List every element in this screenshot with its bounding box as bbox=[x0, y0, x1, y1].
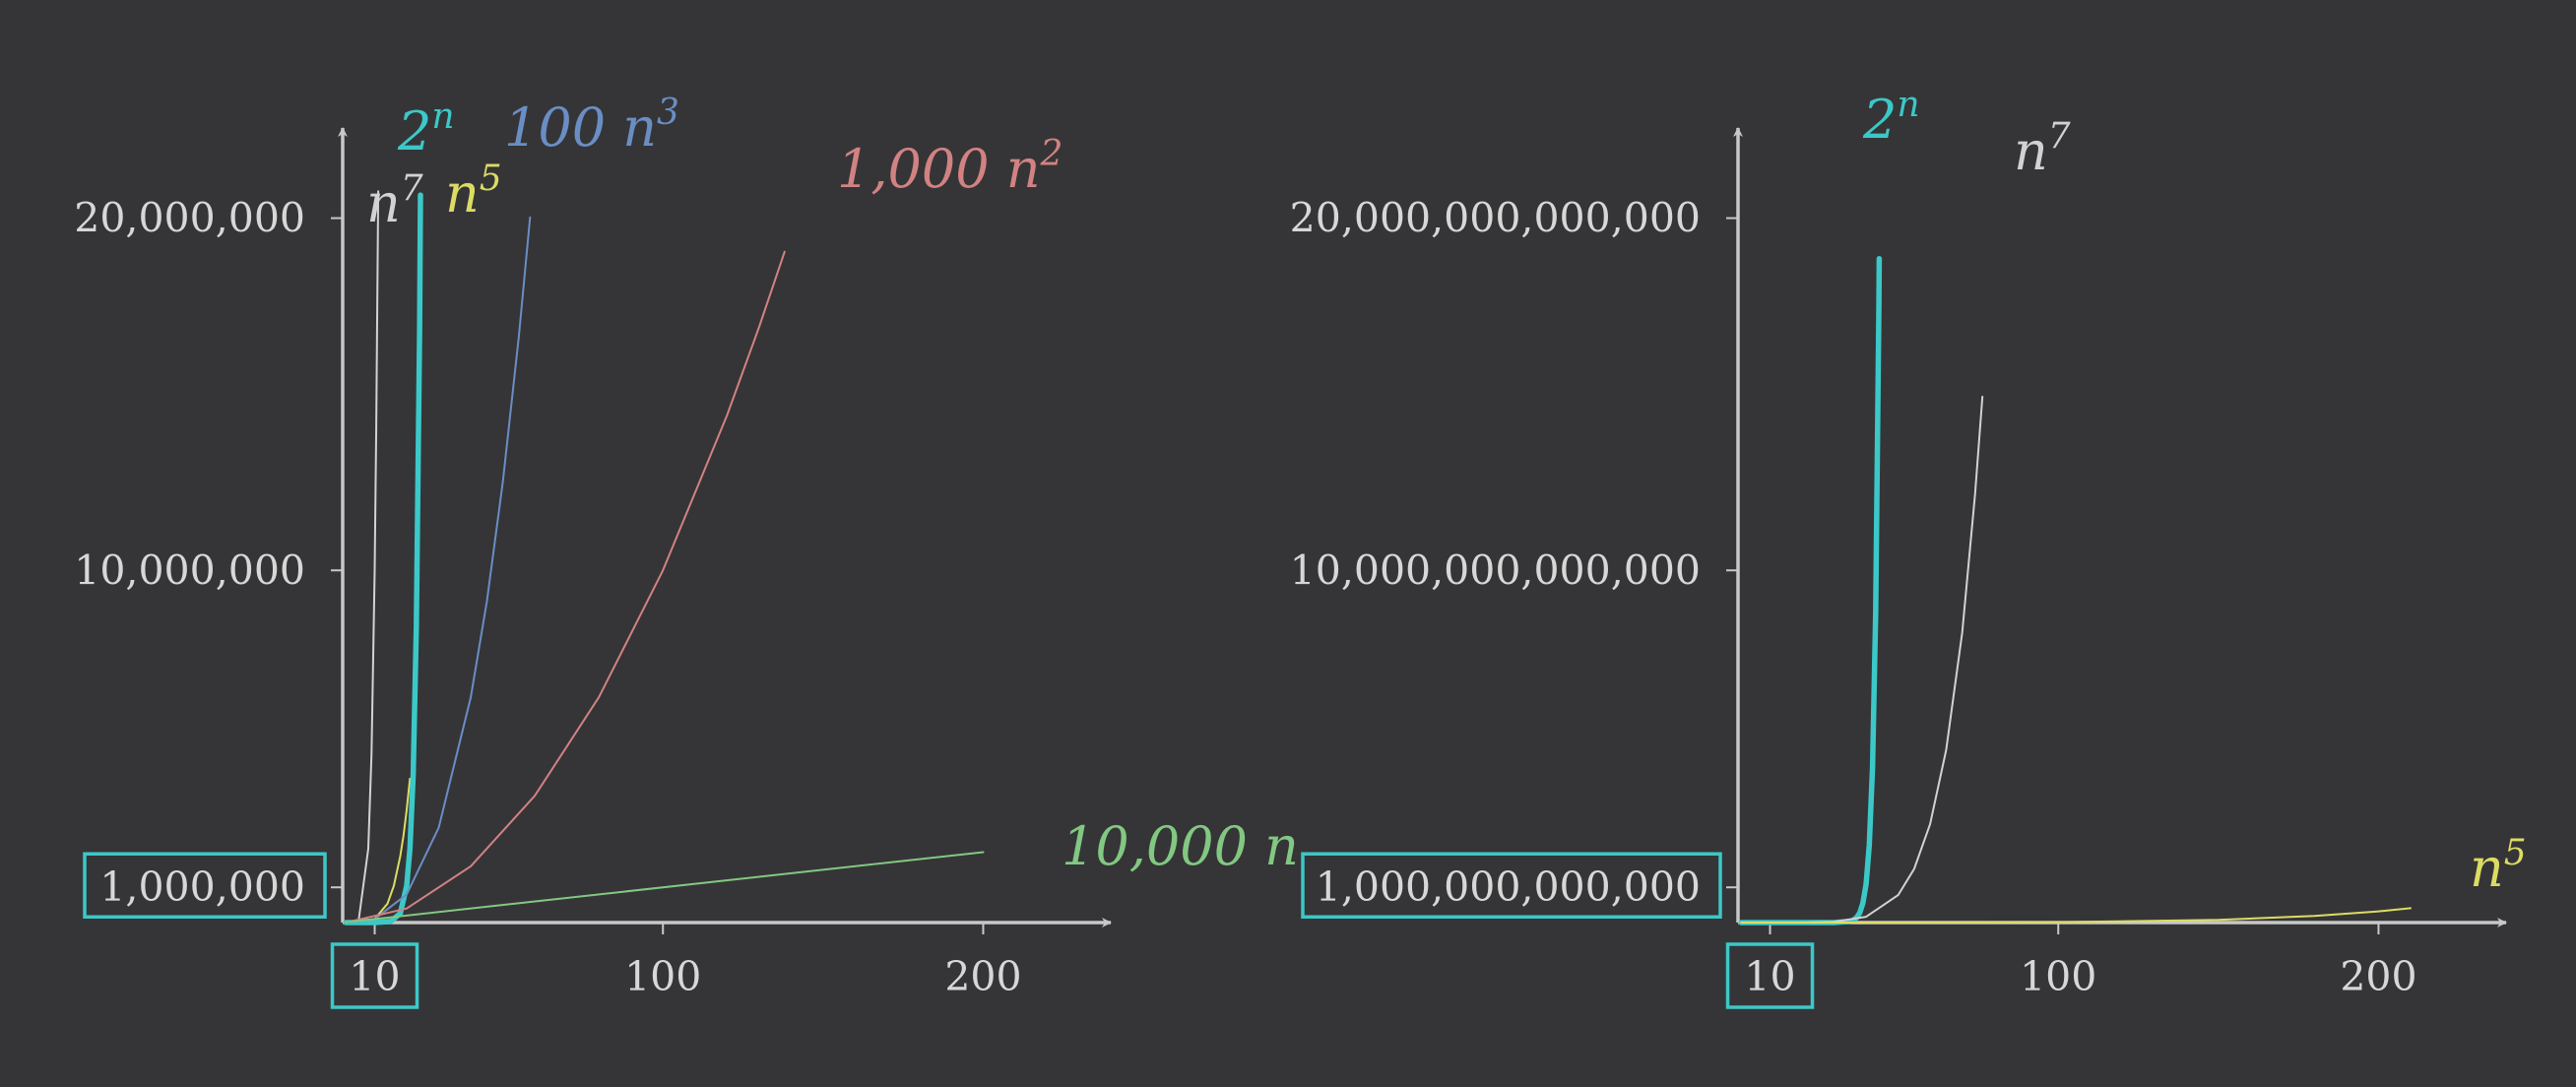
series-label-n-7: n7 bbox=[366, 168, 423, 234]
series-label-10-000-n: 10,000 n bbox=[1062, 815, 1299, 877]
x-tick-label: 100 bbox=[2020, 953, 2096, 1000]
series-label-1-000-n-2: 1,000 n2 bbox=[837, 134, 1063, 200]
series-label-sup: 7 bbox=[2048, 116, 2071, 157]
series-line-100-n-3 bbox=[345, 216, 532, 924]
series-label-2-n: 2n bbox=[397, 96, 455, 162]
series-label-base: n bbox=[2470, 837, 2504, 899]
series-line-n-7 bbox=[345, 190, 380, 924]
series-label-sup: 7 bbox=[401, 168, 423, 209]
series-label-sup: n bbox=[431, 96, 454, 137]
series-label-base: 2 bbox=[1862, 89, 1897, 151]
y-tick-label: 10,000,000,000,000 bbox=[1290, 546, 1701, 594]
series-label-base: n bbox=[366, 172, 401, 234]
series-line-n-7 bbox=[1740, 395, 1984, 924]
x-tick-label: 10 bbox=[349, 953, 400, 1000]
series-label-sup: n bbox=[1897, 85, 1919, 125]
series-line-2-n bbox=[1738, 255, 1883, 926]
series-label-n-7: n7 bbox=[2014, 116, 2071, 182]
series-label-base: 10,000 n bbox=[1062, 815, 1299, 877]
x-tick-label: 200 bbox=[2340, 953, 2416, 1000]
series-label-n-5: n5 bbox=[2470, 833, 2527, 899]
x-tick-label: 200 bbox=[944, 953, 1021, 1000]
series-line-n-5 bbox=[345, 777, 412, 924]
series-label-base: 1,000 n bbox=[837, 138, 1041, 200]
series-line-10-000-n bbox=[345, 851, 985, 924]
series-label-base: n bbox=[445, 162, 480, 224]
y-tick-label: 20,000,000 bbox=[74, 195, 305, 242]
series-line-2-n bbox=[343, 192, 423, 926]
series-label-n-5: n5 bbox=[445, 159, 502, 224]
x-tick-highlight-box bbox=[1725, 942, 1815, 1009]
series-label-base: 100 n bbox=[504, 96, 657, 159]
series-label-base: n bbox=[2014, 120, 2048, 182]
series-label-sup: 3 bbox=[657, 93, 679, 133]
y-tick-highlight-box bbox=[1301, 852, 1722, 919]
series-label-sup: 5 bbox=[2504, 833, 2527, 873]
series-label-100-n-3: 100 n3 bbox=[504, 93, 679, 159]
x-tick-highlight-box bbox=[330, 942, 419, 1009]
y-tick-label: 1,000,000 bbox=[99, 863, 305, 911]
x-tick-label: 100 bbox=[624, 953, 701, 1000]
y-tick-label: 10,000,000 bbox=[74, 546, 305, 594]
x-tick-label: 10 bbox=[1744, 953, 1795, 1000]
y-tick-label: 1,000,000,000,000 bbox=[1316, 863, 1701, 911]
chart-panel-2: 1,000,000,000,000 10,000,000,000,000 20,00… bbox=[1290, 85, 2527, 1009]
y-tick-highlight-box bbox=[83, 852, 327, 919]
series-label-base: 2 bbox=[397, 100, 431, 162]
series-line-1-000-n-2 bbox=[345, 250, 786, 924]
series-line-n-5 bbox=[1740, 907, 2412, 924]
series-label-sup: 2 bbox=[1040, 134, 1063, 174]
y-tick-label: 20,000,000,000,000 bbox=[1290, 195, 1701, 242]
series-label-sup: 5 bbox=[480, 159, 502, 199]
series-label-2-n: 2n bbox=[1862, 85, 1920, 151]
